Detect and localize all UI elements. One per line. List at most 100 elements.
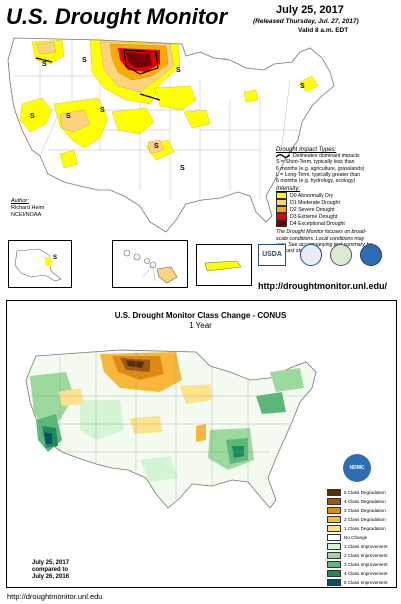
intensity-item: D0 Abnormally Dry (276, 192, 400, 200)
intensity-swatch (276, 213, 287, 221)
impact-labels: S S S S S S S S S (30, 57, 305, 172)
author-heading: Author: (11, 198, 29, 204)
usda-logo-text: USDA (262, 251, 282, 258)
intensity-label: D3 Extreme Drought (290, 213, 338, 220)
conus-outline (7, 37, 335, 233)
class-change-swatch (327, 498, 341, 505)
puerto-rico-inset (196, 244, 252, 286)
usda-logo: USDA (258, 244, 286, 266)
alaska-map: S (14, 248, 62, 282)
class-change-swatch (327, 516, 341, 523)
class-change-label: 1 Class Degradation (344, 526, 386, 531)
impact-label-s: S (42, 61, 47, 68)
class-change-label: 2 Class Improvement (344, 553, 388, 558)
class-change-swatch (327, 552, 341, 559)
intensity-item: D1 Moderate Drought (276, 199, 400, 207)
impact-label-s: S (180, 165, 185, 172)
class-change-swatch (327, 489, 341, 496)
alaska-inset: S (8, 240, 72, 288)
class-change-subtitle: 1 Year (189, 321, 212, 330)
intensity-swatch (276, 199, 287, 207)
author-name: Richard Heim (11, 205, 45, 211)
impact-types-heading: Drought Impact Types: (276, 147, 337, 153)
comparison-dates: July 25, 2017 compared to July 26, 2016 (32, 560, 69, 581)
author-block: Author: Richard Heim NCEI/NOAA (11, 198, 44, 219)
impact-label-s: S (82, 57, 87, 64)
class-change-label: 2 Class Degradation (344, 517, 386, 522)
author-org: NCEI/NOAA (11, 212, 42, 218)
class-change-item: No Change (327, 533, 389, 542)
release-date: (Released Thursday, Jul. 27, 2017) (253, 18, 359, 25)
class-change-swatch (327, 570, 341, 577)
class-change-swatch (327, 543, 341, 550)
delineates-label: Delineates dominant impacts (293, 153, 360, 160)
class-change-item: 3 Class Degradation (327, 506, 389, 515)
legend-note-2: scale conditions. Local conditions may (276, 235, 365, 242)
class-change-item: 4 Class Degradation (327, 497, 389, 506)
short-term-def-2: 6 months (e.g. agriculture, grasslands) (276, 165, 365, 172)
intensity-items: D0 Abnormally Dry D1 Moderate Drought D2 S… (276, 192, 400, 228)
ncei-seal-icon (330, 244, 352, 266)
hawaii-inset (112, 240, 188, 288)
drought-legend: Drought Impact Types: Delineates dominan… (276, 147, 400, 254)
impact-label-s: S (176, 67, 181, 74)
class-change-item: 1 Class Degradation (327, 524, 389, 533)
class-change-item: 2 Class Improvement (327, 551, 389, 560)
compare-date-previous: July 26, 2016 (32, 574, 70, 580)
impact-label-s: S (66, 113, 71, 120)
class-change-label: No Change (344, 535, 368, 540)
class-change-map (25, 349, 317, 509)
puerto-rico-map (204, 260, 242, 272)
class-change-label: 3 Class Improvement (344, 562, 388, 567)
class-change-item: 5 Class Degradation (327, 488, 389, 497)
website-url-bottom[interactable]: http://droughtmonitor.unl.edu (7, 592, 103, 601)
short-term-def: S = Short-Term, typically less than (276, 159, 355, 166)
ndmc-logo-text: NDMC (349, 465, 365, 471)
intensity-item: D3 Extreme Drought (276, 213, 400, 221)
class-change-label: 5 Class Improvement (344, 580, 388, 585)
improvement-areas (30, 368, 304, 482)
impact-label-s: S (100, 107, 105, 114)
intensity-swatch (276, 192, 287, 200)
class-change-swatch (327, 525, 341, 532)
class-change-swatch (327, 561, 341, 568)
class-change-swatch (327, 534, 341, 541)
class-change-item: 3 Class Improvement (327, 560, 389, 569)
alaska-impact-label: S (53, 255, 57, 261)
impact-label-s: S (30, 113, 35, 120)
long-term-def: L = Long-Term, typically greater than (276, 171, 361, 178)
class-change-label: 4 Class Improvement (344, 571, 388, 576)
valid-time: Valid 8 a.m. EDT (298, 27, 349, 34)
class-change-label: 1 Class Improvement (344, 544, 388, 549)
intensity-label: D2 Severe Drought (290, 206, 335, 213)
legend-note-4: forecast statements. (276, 248, 323, 255)
map-title: U.S. Drought Monitor (6, 4, 228, 29)
noaa-logo-icon (360, 244, 382, 266)
class-change-swatch (327, 507, 341, 514)
class-change-label: 5 Class Degradation (344, 490, 386, 495)
intensity-swatch (276, 206, 287, 214)
intensity-item: D4 Exceptional Drought (276, 220, 400, 228)
map-date: July 25, 2017 (276, 4, 344, 16)
compare-label: compared to (32, 567, 69, 573)
impact-boundaries (35, 49, 161, 101)
intensity-label: D0 Abnormally Dry (290, 192, 334, 199)
conus-outline-2 (25, 349, 317, 509)
intensity-item: D2 Severe Drought (276, 206, 400, 214)
class-change-label: 3 Class Degradation (344, 508, 386, 513)
class-change-swatch (327, 579, 341, 586)
ndmc-seal-icon (300, 244, 322, 266)
class-change-label: 4 Class Degradation (344, 499, 386, 504)
impact-label-s: S (154, 143, 159, 150)
impact-label-s: S (300, 83, 305, 90)
website-url-top[interactable]: http://droughtmonitor.unl.edu/ (258, 281, 387, 291)
hawaii-map (123, 249, 178, 284)
class-change-title: U.S. Drought Monitor Class Change - CONU… (114, 311, 287, 320)
class-change-panel (6, 300, 397, 588)
long-term-def-2: 6 months (e.g. hydrology, ecology) (276, 178, 356, 185)
legend-note-3: vary. See accompanying text summary for (276, 241, 373, 248)
d4-areas (126, 52, 152, 68)
class-change-item: 2 Class Degradation (327, 515, 389, 524)
intensity-label: D1 Moderate Drought (290, 199, 340, 206)
class-change-item: 4 Class Improvement (327, 569, 389, 578)
